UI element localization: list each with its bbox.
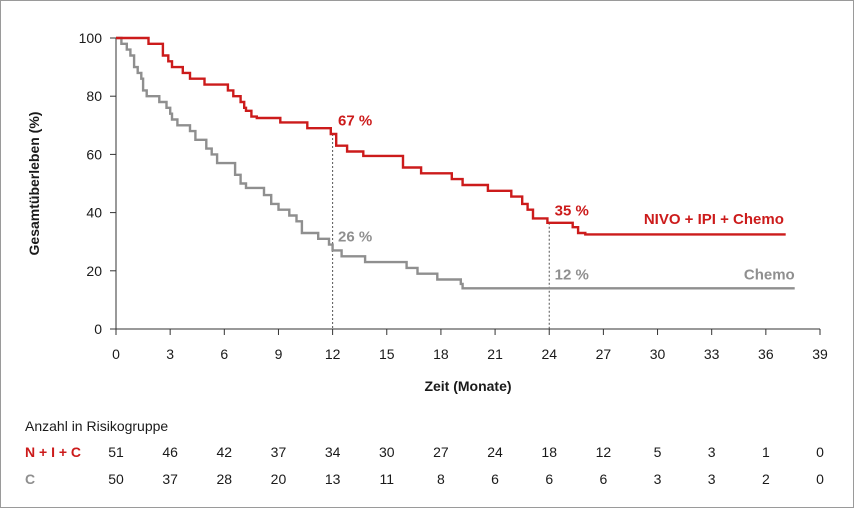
x-tick-label: 39 xyxy=(812,346,828,362)
risk-cell: 0 xyxy=(816,444,824,460)
risk-cell: 6 xyxy=(491,471,499,487)
x-tick-label: 15 xyxy=(379,346,395,362)
risk-row-label: N + I + C xyxy=(25,444,82,460)
risk-cell: 8 xyxy=(437,471,445,487)
risk-cell: 3 xyxy=(707,444,716,460)
x-tick-label: 6 xyxy=(220,346,228,362)
risk-cell: 28 xyxy=(216,471,233,487)
risk-cell: 1 xyxy=(761,444,770,460)
annotation-label: 26 % xyxy=(338,229,372,246)
series-line-nivo-ipi-chemo xyxy=(116,36,786,236)
risk-cell: 6 xyxy=(599,471,608,487)
risk-cell: 3 xyxy=(653,471,662,487)
risk-cell: 27 xyxy=(433,444,449,460)
risk-row-label: C xyxy=(25,471,36,487)
risk-cell: 51 xyxy=(108,444,124,460)
risk-cell: 24 xyxy=(487,444,503,460)
x-tick-label: 24 xyxy=(541,346,557,362)
x-tick-label: 21 xyxy=(487,346,503,362)
x-tick-label: 36 xyxy=(758,346,774,362)
series-line-chemo xyxy=(116,36,795,290)
x-tick-label: 30 xyxy=(650,346,666,362)
risk-cell: 30 xyxy=(378,444,395,460)
x-tick-label: 0 xyxy=(112,346,120,362)
x-axis-title: Zeit (Monate) xyxy=(424,378,511,394)
y-tick-label: 100 xyxy=(79,30,103,46)
x-tick-label: 12 xyxy=(325,346,341,362)
y-tick-label: 40 xyxy=(86,205,102,221)
risk-cell: 34 xyxy=(324,444,341,460)
risk-cell: 0 xyxy=(816,471,824,487)
x-tick-label: 27 xyxy=(596,346,612,362)
risk-cell: 18 xyxy=(541,444,557,460)
risk-cell: 37 xyxy=(270,444,287,460)
x-tick-label: 9 xyxy=(275,346,283,362)
risk-cell: 20 xyxy=(270,471,287,487)
risk-cell: 12 xyxy=(595,444,612,460)
annotation-label: 67 % xyxy=(338,112,372,129)
risk-cell: 50 xyxy=(108,471,124,487)
risk-cell: 3 xyxy=(707,471,716,487)
risk-cell: 2 xyxy=(761,471,770,487)
risk-cell: 6 xyxy=(545,471,554,487)
risk-cell: 13 xyxy=(324,471,341,487)
annotation-label: Chemo xyxy=(744,267,795,284)
y-tick-label: 0 xyxy=(94,321,102,337)
x-tick-label: 33 xyxy=(704,346,720,362)
risk-cell: 42 xyxy=(216,444,233,460)
risk-cell: 11 xyxy=(379,471,395,487)
risk-table-title: Anzahl in Risikogruppe xyxy=(25,418,169,434)
annotation-label: NIVO + IPI + Chemo xyxy=(644,211,784,228)
y-axis-title: Gesamtüberleben (%) xyxy=(26,112,42,256)
risk-cell: 5 xyxy=(653,444,662,460)
y-tick-label: 20 xyxy=(86,263,102,279)
x-tick-label: 18 xyxy=(433,346,449,362)
y-tick-label: 80 xyxy=(86,88,102,104)
y-tick-label: 60 xyxy=(86,146,102,162)
annotation-label: 35 % xyxy=(555,203,589,220)
risk-cell: 46 xyxy=(162,444,178,460)
x-tick-label: 3 xyxy=(166,346,174,362)
annotation-label: 12 % xyxy=(555,267,589,284)
risk-cell: 37 xyxy=(162,471,178,487)
